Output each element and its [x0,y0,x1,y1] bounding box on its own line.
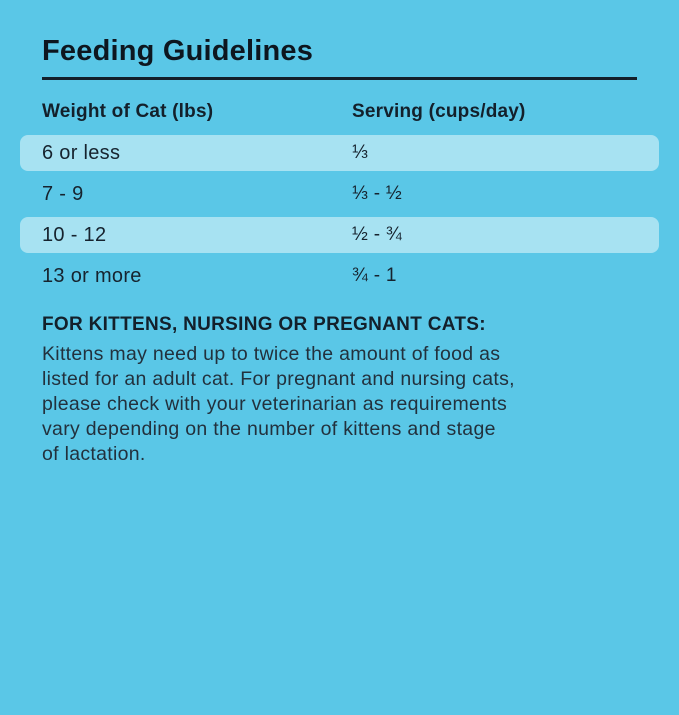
serving-cell: ½ - ¾ [352,224,403,245]
serving-cell: ⅓ - ½ [352,183,403,204]
note-line: vary depending on the number of kittens … [42,418,496,440]
column-header-weight: Weight of Cat (lbs) [42,101,214,122]
note-line: listed for an adult cat. For pregnant an… [42,368,515,390]
note-line: of lactation. [42,443,146,465]
kittens-note-heading: FOR KITTENS, NURSING OR PREGNANT CATS: [42,314,486,335]
note-line: Kittens may need up to twice the amount … [42,343,501,365]
kittens-note-paragraph: Kittens may need up to twice the amount … [42,342,637,467]
table-row: 7 - 9 ⅓ - ½ [20,176,659,212]
table-column-headers: Weight of Cat (lbs) Serving (cups/day) [42,102,637,122]
weight-cell: 10 - 12 [42,223,107,246]
content-area: Feeding Guidelines Weight of Cat (lbs) S… [0,36,679,467]
table-row: 6 or less ⅓ [20,135,659,171]
weight-cell: 7 - 9 [42,182,84,205]
page-title: Feeding Guidelines [42,35,314,67]
table-row: 13 or more ¾ - 1 [20,258,659,294]
weight-cell: 6 or less [42,141,121,164]
serving-cell: ⅓ [352,142,369,163]
title-underline-divider [42,77,637,80]
feeding-guidelines-panel: { "colors": { "background": "#5ac7e7", "… [0,36,679,715]
column-header-serving: Serving (cups/day) [352,101,526,122]
feeding-table: 6 or less ⅓ 7 - 9 ⅓ - ½ 10 - 12 ½ - ¾ 13… [20,135,659,294]
weight-cell: 13 or more [42,264,142,287]
serving-cell: ¾ - 1 [352,265,397,286]
table-row: 10 - 12 ½ - ¾ [20,217,659,253]
note-line: please check with your veterinarian as r… [42,393,508,415]
